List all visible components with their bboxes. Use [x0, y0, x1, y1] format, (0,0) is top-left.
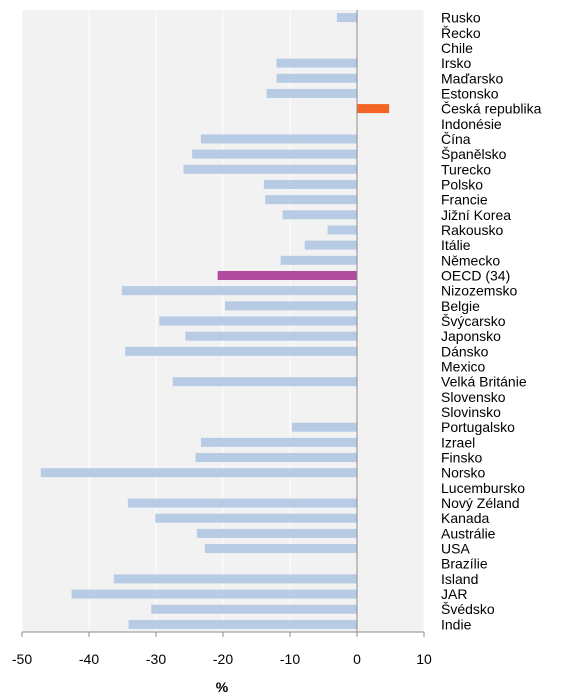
category-label: Brazílie	[441, 556, 488, 572]
category-labels: RuskoŘeckoChileIrskoMaďarskoEstonskoČesk…	[441, 10, 542, 633]
category-label: Slovinsko	[441, 404, 501, 420]
category-label: Francie	[441, 192, 488, 208]
bar	[336, 13, 357, 23]
category-label: Slovensko	[441, 389, 506, 405]
category-label: Belgie	[441, 298, 480, 314]
category-label: Čína	[441, 131, 471, 147]
category-label: Irsko	[441, 55, 472, 71]
bar	[266, 88, 357, 98]
bar	[151, 604, 357, 614]
category-label: Německo	[441, 252, 500, 268]
category-label: Kanada	[441, 510, 489, 526]
category-label: Nový Zéland	[441, 495, 520, 511]
x-tick-label: -10	[280, 651, 300, 667]
category-label: Finsko	[441, 450, 482, 466]
category-label: Rakousko	[441, 222, 503, 238]
bar	[282, 210, 357, 220]
category-label: Maďarsko	[441, 70, 504, 86]
bar	[280, 255, 357, 265]
category-label: OECD (34)	[441, 267, 510, 283]
bar	[127, 498, 357, 508]
bar	[183, 164, 357, 174]
category-label: Izrael	[441, 434, 475, 450]
bar	[217, 270, 357, 280]
category-label: Švýcarsko	[441, 313, 506, 329]
bar	[185, 331, 357, 341]
x-tick-label: 0	[353, 651, 361, 667]
x-tick-label: -50	[12, 651, 32, 667]
bar	[125, 346, 358, 356]
bar	[71, 589, 357, 599]
bar	[40, 468, 357, 478]
category-label: Indonésie	[441, 116, 502, 132]
bar	[172, 377, 357, 387]
x-axis-title: %	[216, 679, 229, 695]
category-label: Velká Británie	[441, 374, 527, 390]
category-label: Mexico	[441, 359, 486, 375]
x-tick-label: -20	[213, 651, 233, 667]
bar	[113, 574, 357, 584]
bar	[200, 437, 357, 447]
bar	[159, 316, 357, 326]
bar	[155, 513, 357, 523]
bar	[263, 179, 357, 189]
bar	[265, 195, 357, 205]
category-label: Česká republika	[441, 101, 542, 117]
bar	[121, 286, 357, 296]
category-label: Jižní Korea	[441, 207, 511, 223]
bar	[304, 240, 357, 250]
category-label: Nizozemsko	[441, 283, 517, 299]
category-label: Dánsko	[441, 343, 489, 359]
category-label: Indie	[441, 616, 472, 632]
category-label: Estonsko	[441, 85, 499, 101]
category-label: Portugalsko	[441, 419, 515, 435]
category-label: Turecko	[441, 161, 491, 177]
bar	[357, 104, 390, 114]
category-label: Řecko	[441, 25, 481, 41]
bar	[292, 422, 357, 432]
category-label: Chile	[441, 40, 473, 56]
category-label: Lucembursko	[441, 480, 525, 496]
bar	[192, 149, 357, 159]
category-label: Švédsko	[441, 601, 495, 617]
category-label: Itálie	[441, 237, 471, 253]
category-label: JAR	[441, 586, 467, 602]
category-label: Polsko	[441, 176, 483, 192]
category-label: Norsko	[441, 465, 486, 481]
category-label: Austrálie	[441, 525, 496, 541]
category-label: Island	[441, 571, 478, 587]
bar	[327, 225, 357, 235]
category-label: Španělsko	[441, 146, 507, 162]
bar	[196, 528, 357, 538]
x-axis-ticks: -50 -40 -30 -20 -10 0 10	[12, 632, 432, 667]
category-label: USA	[441, 541, 470, 557]
bar	[204, 544, 357, 554]
x-tick-label: 10	[416, 651, 432, 667]
bar	[195, 453, 357, 463]
category-label: Rusko	[441, 10, 481, 26]
bar	[128, 619, 357, 629]
x-tick-label: -30	[146, 651, 166, 667]
bar	[276, 58, 357, 68]
bar	[200, 134, 357, 144]
x-tick-label: -40	[79, 651, 99, 667]
bar	[276, 73, 357, 83]
bars	[40, 13, 390, 629]
category-label: Japonsko	[441, 328, 501, 344]
bar	[225, 301, 357, 311]
